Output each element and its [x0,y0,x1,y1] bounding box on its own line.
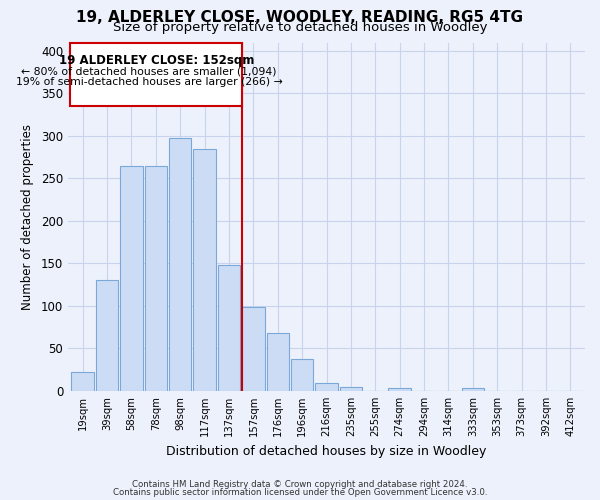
Bar [70,42,242,106]
Y-axis label: Number of detached properties: Number of detached properties [21,124,34,310]
Text: 19 ALDERLEY CLOSE: 152sqm: 19 ALDERLEY CLOSE: 152sqm [59,54,254,68]
Bar [340,386,362,391]
Bar [316,384,338,391]
Bar [461,388,484,391]
Bar [120,166,143,391]
X-axis label: Distribution of detached houses by size in Woodley: Distribution of detached houses by size … [166,444,487,458]
Text: Contains public sector information licensed under the Open Government Licence v3: Contains public sector information licen… [113,488,487,497]
Text: Size of property relative to detached houses in Woodley: Size of property relative to detached ho… [113,22,487,35]
Bar [218,265,240,391]
Text: ← 80% of detached houses are smaller (1,094): ← 80% of detached houses are smaller (1,… [21,66,277,76]
Bar [71,372,94,391]
Bar [266,333,289,391]
Text: 19, ALDERLEY CLOSE, WOODLEY, READING, RG5 4TG: 19, ALDERLEY CLOSE, WOODLEY, READING, RG… [77,10,523,25]
Bar [242,307,265,391]
Text: 19% of semi-detached houses are larger (266) →: 19% of semi-detached houses are larger (… [16,78,283,88]
Bar [291,360,313,391]
Bar [169,138,191,391]
Bar [388,388,411,391]
Bar [193,148,216,391]
Text: Contains HM Land Registry data © Crown copyright and database right 2024.: Contains HM Land Registry data © Crown c… [132,480,468,489]
Bar [145,166,167,391]
Bar [96,280,118,391]
